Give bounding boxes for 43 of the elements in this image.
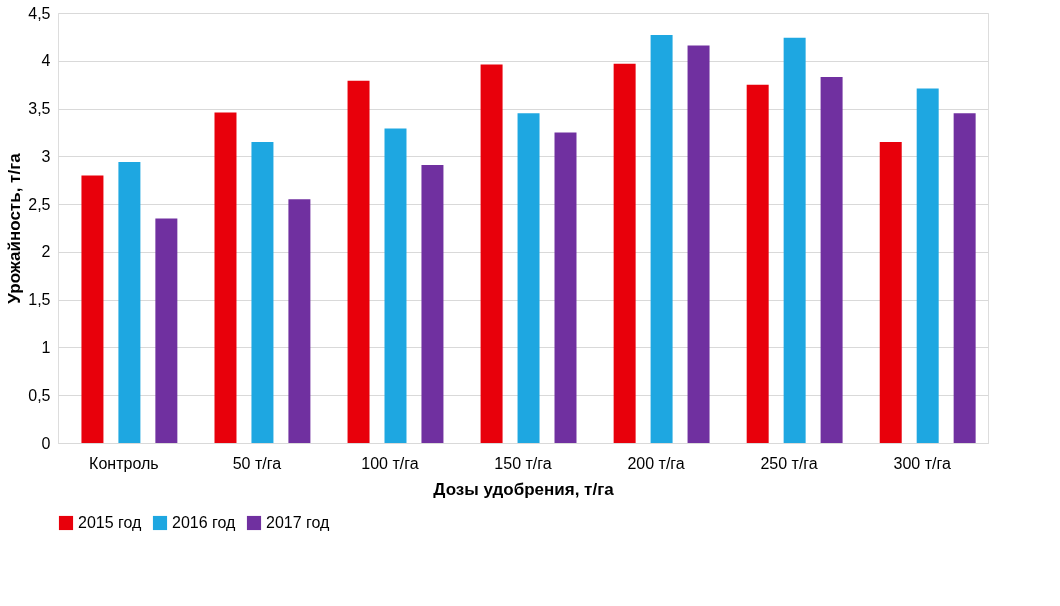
y-tick-label: 4,5 <box>28 4 51 22</box>
bar <box>916 88 939 443</box>
x-axis-title: Дозы удобрения, т/га <box>433 479 615 499</box>
y-tick-label: 1 <box>41 338 51 356</box>
y-tick-label: 3,5 <box>28 100 51 118</box>
x-tick-label: 100 т/га <box>361 454 419 472</box>
bar <box>155 218 178 443</box>
legend-label: 2015 год <box>78 514 143 531</box>
bar <box>650 34 673 443</box>
bar <box>820 77 843 443</box>
x-tick-label: 250 т/га <box>760 454 818 472</box>
bar <box>251 142 274 443</box>
bar <box>214 112 237 443</box>
bar <box>288 199 311 443</box>
bar <box>613 63 636 443</box>
y-tick-label: 2 <box>41 243 51 261</box>
bar <box>347 80 370 443</box>
bar <box>953 113 976 443</box>
y-tick-label: 4 <box>41 52 51 70</box>
x-tick-label: 50 т/га <box>232 454 282 472</box>
bar <box>554 132 577 443</box>
y-tick-label: 3 <box>41 147 51 165</box>
bar <box>384 128 407 443</box>
bar <box>517 113 540 443</box>
y-tick-label: 0 <box>41 434 51 452</box>
x-tick-label: 300 т/га <box>893 454 951 472</box>
legend-label: 2016 год <box>172 514 237 531</box>
x-tick-label: 200 т/га <box>627 454 685 472</box>
bar <box>687 45 710 443</box>
y-tick-label: 2,5 <box>28 195 51 213</box>
bar <box>746 84 769 443</box>
y-tick-label: 1,5 <box>28 291 51 309</box>
bar <box>480 64 503 443</box>
bar <box>783 37 806 443</box>
x-tick-label: 150 т/га <box>494 454 552 472</box>
y-axis-title: Урожайность, т/га <box>5 152 25 304</box>
y-tick-label: 0,5 <box>28 386 51 404</box>
bar <box>118 162 141 443</box>
legend-label: 2017 год <box>266 514 331 531</box>
bar <box>81 175 104 443</box>
bar <box>421 164 444 443</box>
bar <box>879 142 902 443</box>
x-tick-label: Контроль <box>89 454 159 472</box>
